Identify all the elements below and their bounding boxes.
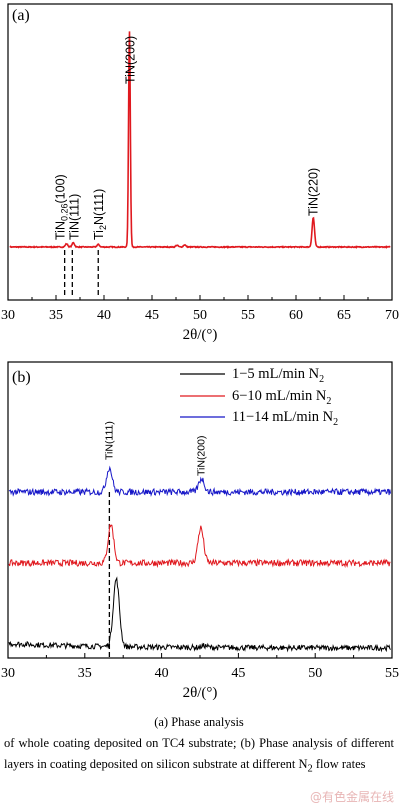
panel-b-x-tick-label: 40 [155,666,169,681]
caption-line-2-text: of whole coating deposited on TC4 substr… [4,736,394,771]
panel-a-annotations: TiN(200) TiN(220) TiN0.26(100)TiN(111) Ti2N… [54,36,321,240]
legend-label-1: 1−5 mL/min N2 [232,366,324,385]
panel-b-x-tick-label: 35 [78,666,92,681]
panel-b-x-axis: 30 35 40 45 50 55 [1,653,399,681]
panel-b-x-tick-label: 30 [1,666,15,681]
caption-line-2: of whole coating deposited on TC4 substr… [4,733,394,780]
panel-a-series-line [9,31,391,249]
panel-b-x-tick-label: 55 [385,666,399,681]
panel-a-label: (a) [12,7,30,24]
panel-b-series-line-2 [8,523,391,569]
panel-a-x-tick-label: 30 [1,308,15,323]
panel-a-frame [7,3,393,301]
panel-a-x-axis-title: 2θ/(°) [183,327,218,343]
panel-a-x-tick-label: 40 [97,308,111,323]
panel-a-x-axis: 30 35 40 45 50 55 60 65 70 [1,295,399,323]
panel-b-x-tick-label: 45 [231,666,245,681]
panel-a-x-tick-label: 55 [241,308,255,323]
watermark: @有色金属在线 [309,790,394,804]
panel-a-x-tick-label: 70 [385,308,399,323]
panel-b-series-lines [8,465,391,653]
annotation-ti2n-111: Ti2N(111) [92,189,108,240]
panel-b-series-line-3 [8,465,391,497]
panel-a-x-tick-label: 65 [337,308,351,323]
panel-b-frame [7,361,393,659]
panel-b-x-axis-title: 2θ/(°) [183,685,218,701]
panel-a-reference-lines [63,250,99,298]
annotation-b-tin-200: TiN(200) [196,436,208,476]
annotation-tin-220: TiN(220) [306,168,320,216]
panel-b: (b) 30 35 40 45 50 55 TiN(111) TiN(200) 1−5 mL… [1,361,399,701]
panel-a-x-tick-label: 50 [193,308,207,323]
panel-a: (a) 30 35 40 45 50 55 60 65 70 TiN(200)TiN(220)T… [1,3,399,343]
panel-b-x-tick-label: 50 [308,666,322,681]
legend-label-2: 6−10 mL/min N2 [232,388,331,407]
annotation-tin-111: TiN(111) [67,194,81,240]
caption-line-1: (a) Phase analysis [154,715,244,729]
caption-subscript: 2 [307,763,313,775]
panel-b-annotations: TiN(111) TiN(200) [103,421,207,476]
panel-b-legend: 1−5 mL/min N2 6−10 mL/min N2 11−14 mL/min … [180,366,338,428]
annotation-tin-200: TiN(200) [123,36,137,84]
legend-label-3: 11−14 mL/min N2 [232,409,338,428]
panel-b-label: (b) [12,369,31,386]
panel-a-x-tick-label: 35 [49,308,63,323]
panel-b-series-line-1 [8,576,391,653]
annotation-tin026-100: TiN0.26(100) [54,174,70,240]
panel-a-x-tick-label: 45 [145,308,159,323]
caption-line-2-tail: flow rates [312,757,366,771]
figure-caption: (a) Phase analysis of whole coating depo… [4,712,394,780]
panel-a-x-tick-label: 60 [289,308,303,323]
annotation-b-tin-111: TiN(111) [103,421,115,460]
